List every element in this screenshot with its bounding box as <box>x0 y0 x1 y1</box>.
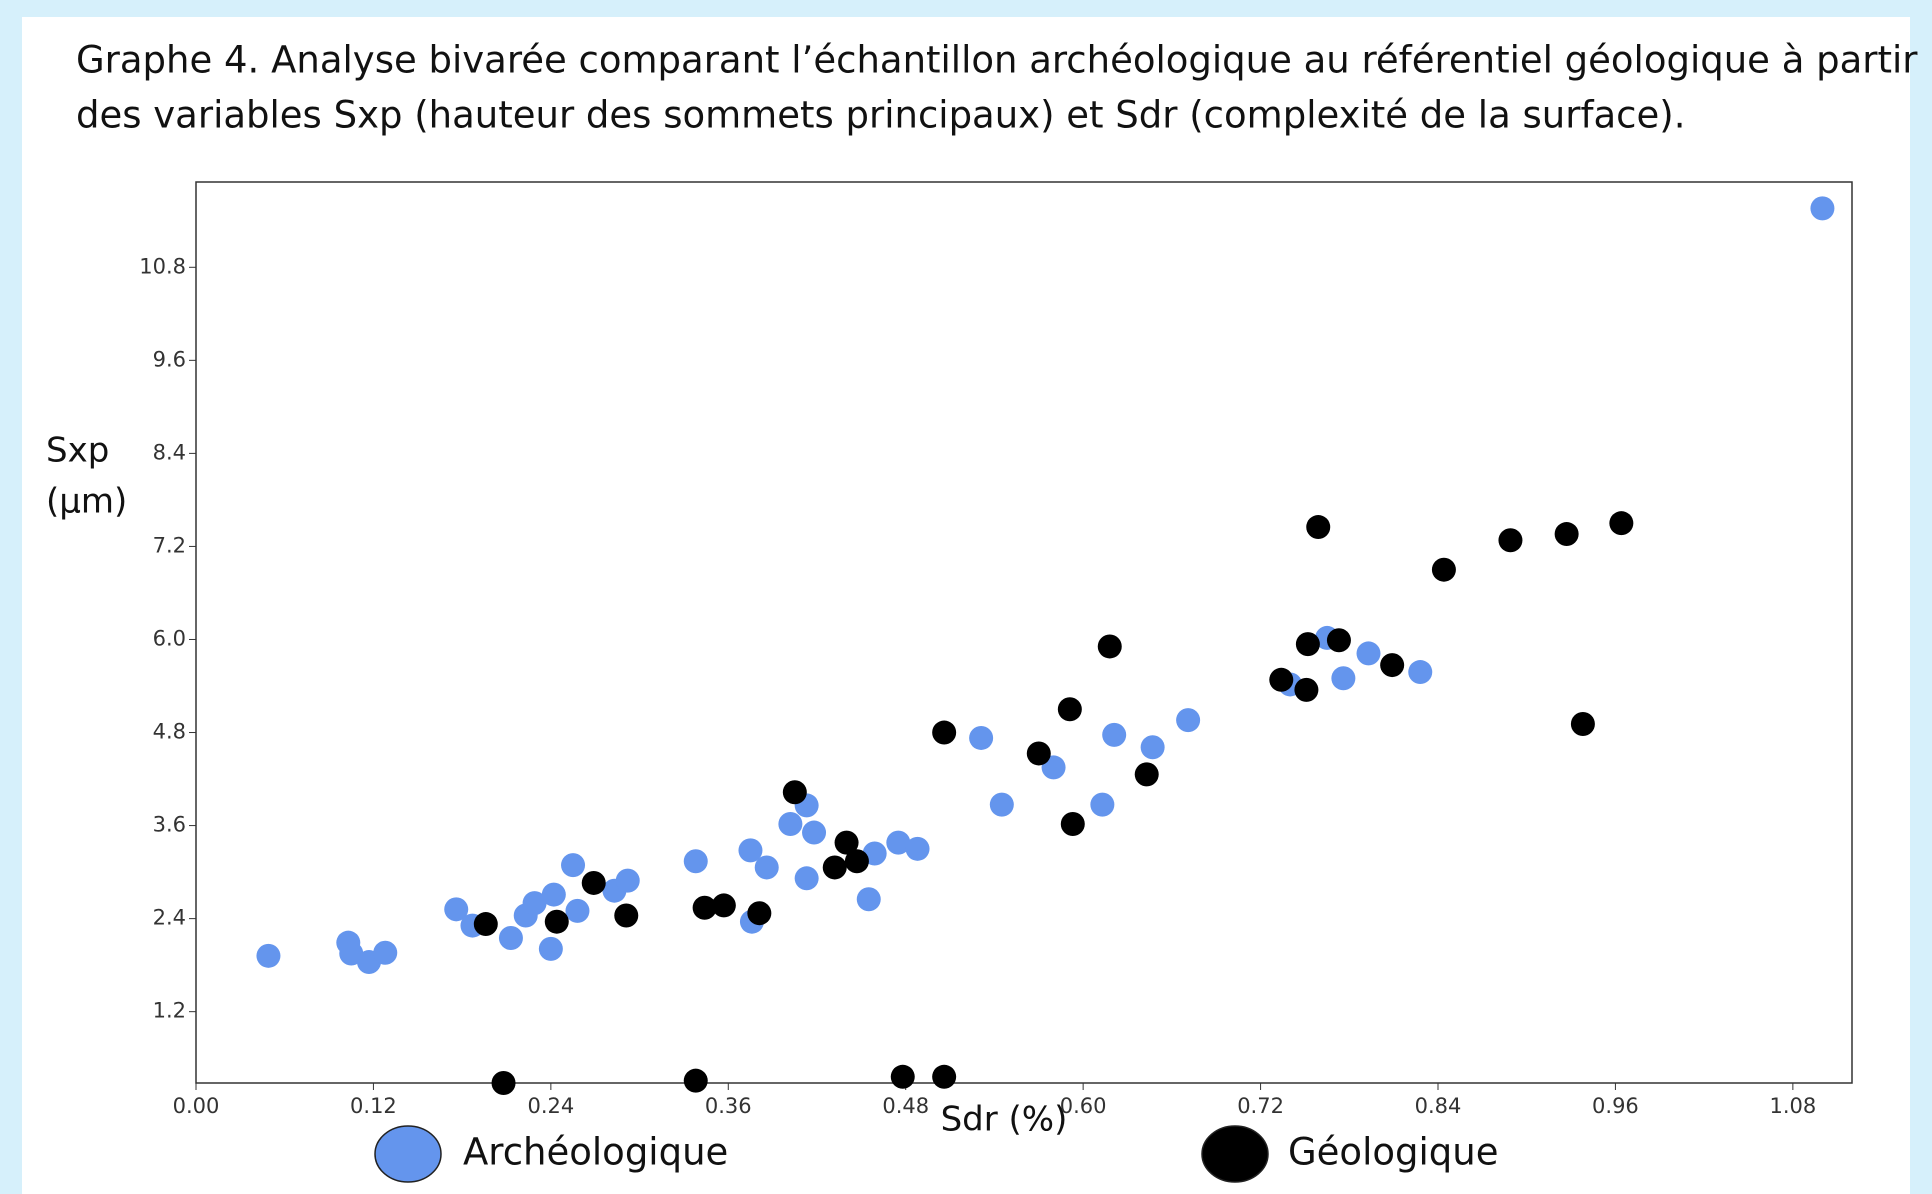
point <box>802 820 827 845</box>
point <box>581 870 606 895</box>
point <box>1140 735 1165 760</box>
point <box>905 836 930 861</box>
point <box>1176 708 1201 733</box>
point <box>1498 528 1523 553</box>
y-tick-label: 10.8 <box>139 254 186 278</box>
point <box>856 887 881 912</box>
point <box>969 725 994 750</box>
point <box>1408 660 1433 685</box>
point <box>1810 196 1835 221</box>
point <box>738 838 763 863</box>
y-tick-label: 2.4 <box>153 906 186 930</box>
point <box>491 1071 516 1095</box>
point <box>1306 515 1331 540</box>
x-tick-label: 0.12 <box>350 1094 397 1118</box>
point <box>614 903 639 928</box>
point <box>1431 557 1456 582</box>
legend-label: Géologique <box>1288 1131 1498 1174</box>
panel <box>22 17 1910 1194</box>
point <box>683 849 708 874</box>
point <box>782 780 807 805</box>
y-tick-label: 1.2 <box>153 999 186 1023</box>
point <box>1326 628 1351 653</box>
x-tick-label: 0.48 <box>882 1094 929 1118</box>
point <box>1102 722 1127 747</box>
point <box>538 936 563 961</box>
y-tick-label: 4.8 <box>153 720 186 744</box>
point <box>932 720 957 745</box>
point <box>1026 741 1051 766</box>
point <box>1060 812 1085 837</box>
point <box>1380 653 1405 678</box>
point <box>754 855 779 880</box>
x-tick-label: 0.72 <box>1237 1094 1284 1118</box>
point <box>1057 697 1082 722</box>
point <box>794 866 819 891</box>
x-axis-label: Sdr (%) <box>941 1100 1068 1140</box>
point <box>1097 634 1122 659</box>
point <box>444 897 469 922</box>
y-tick-label: 9.6 <box>153 347 186 371</box>
legend-marker <box>374 1125 442 1183</box>
point <box>1090 792 1115 817</box>
point <box>561 853 586 878</box>
point <box>541 882 566 907</box>
y-axis-label: Sxp <box>46 431 109 471</box>
point <box>1331 666 1356 691</box>
point <box>1356 641 1381 666</box>
x-tick-label: 0.96 <box>1592 1094 1639 1118</box>
point <box>711 893 736 918</box>
y-tick-label: 3.6 <box>153 813 186 837</box>
x-tick-label: 0.84 <box>1415 1094 1462 1118</box>
y-tick-label: 8.4 <box>153 440 186 464</box>
point <box>932 1064 957 1089</box>
point <box>1134 762 1159 787</box>
chart-title: des variables Sxp (hauteur des sommets p… <box>76 94 1685 137</box>
point <box>373 940 398 965</box>
point <box>544 909 569 934</box>
point <box>834 830 859 855</box>
point <box>1295 632 1320 657</box>
point <box>522 891 547 916</box>
point <box>565 898 590 923</box>
point <box>615 868 640 893</box>
plot-frame <box>195 181 1853 1084</box>
point <box>1294 677 1319 702</box>
point <box>886 830 911 855</box>
x-tick-label: 0.24 <box>527 1094 574 1118</box>
legend-label: Archéologique <box>463 1131 728 1174</box>
point <box>473 912 498 937</box>
y-tick-label: 6.0 <box>153 626 186 650</box>
point <box>256 943 281 968</box>
point <box>890 1064 915 1089</box>
point <box>1570 711 1595 736</box>
point <box>683 1068 708 1093</box>
point <box>498 926 523 951</box>
x-tick-label: 1.08 <box>1769 1094 1816 1118</box>
point <box>844 849 869 874</box>
x-tick-label: 0.36 <box>705 1094 752 1118</box>
chart-title: Graphe 4. Analyse bivarée comparant l’éc… <box>76 39 1918 82</box>
x-tick-label: 0.00 <box>173 1094 220 1118</box>
point <box>989 792 1014 817</box>
point <box>692 895 717 920</box>
legend-marker <box>1201 1125 1269 1183</box>
y-axis-label: (µm) <box>46 482 127 522</box>
point <box>1609 511 1634 536</box>
point <box>778 812 803 837</box>
x-tick-label: 0.60 <box>1060 1094 1107 1118</box>
point <box>1269 667 1294 692</box>
y-tick-label: 7.2 <box>153 533 186 557</box>
point <box>339 941 364 966</box>
point <box>747 901 772 926</box>
point <box>822 855 847 880</box>
point <box>1554 522 1579 547</box>
